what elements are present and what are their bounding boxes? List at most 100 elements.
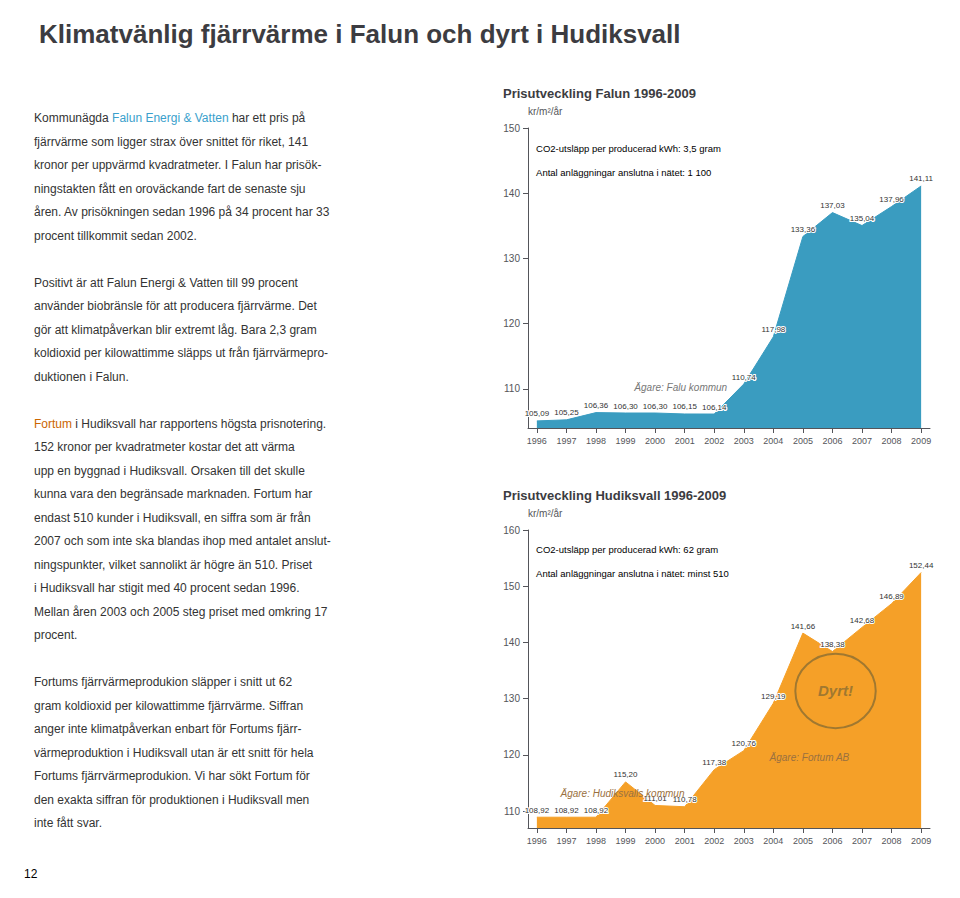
svg-text:142,68: 142,68 bbox=[850, 616, 875, 625]
svg-text:1996: 1996 bbox=[527, 836, 547, 846]
svg-text:2000: 2000 bbox=[645, 436, 665, 446]
svg-text:2007: 2007 bbox=[852, 836, 872, 846]
svg-text:1999: 1999 bbox=[616, 436, 636, 446]
svg-text:1997: 1997 bbox=[556, 836, 576, 846]
svg-text:gram koldioxid per kilowattimm: gram koldioxid per kilowattimme fjärrvär… bbox=[34, 699, 303, 713]
svg-text:106,30: 106,30 bbox=[643, 402, 668, 411]
svg-text:Prisutveckling Falun 1996-2009: Prisutveckling Falun 1996-2009 bbox=[503, 86, 696, 101]
svg-text:130: 130 bbox=[503, 693, 520, 704]
svg-text:2000: 2000 bbox=[645, 836, 665, 846]
svg-text:Fortums fjärrvärmeprodukion sl: Fortums fjärrvärmeprodukion släpper i sn… bbox=[34, 675, 292, 689]
svg-text:105,25: 105,25 bbox=[554, 408, 579, 417]
svg-text:kr/m²/år: kr/m²/år bbox=[528, 106, 563, 117]
svg-text:Positivt är att Falun Energi &: Positivt är att Falun Energi & Vatten ti… bbox=[34, 276, 299, 290]
svg-text:120,76: 120,76 bbox=[732, 739, 757, 748]
svg-text:Antal anläggningar anslutna i: Antal anläggningar anslutna i nätet: min… bbox=[536, 568, 729, 579]
svg-text:129,19: 129,19 bbox=[761, 692, 786, 701]
svg-text:Kommunägda: Kommunägda bbox=[34, 111, 112, 125]
svg-text:137,96: 137,96 bbox=[879, 195, 904, 204]
svg-text:Falun Energi & Vatten: Falun Energi & Vatten bbox=[112, 111, 229, 125]
svg-text:2001: 2001 bbox=[675, 836, 695, 846]
svg-text:Ägare: Falu kommun: Ägare: Falu kommun bbox=[633, 382, 727, 393]
svg-text:2004: 2004 bbox=[763, 836, 783, 846]
svg-text:120: 120 bbox=[503, 318, 520, 329]
svg-text:2002: 2002 bbox=[704, 836, 724, 846]
svg-text:kunna vara den begränsade mark: kunna vara den begränsade marknaden. For… bbox=[34, 487, 312, 501]
svg-text:120: 120 bbox=[503, 749, 520, 760]
svg-text:procent tillkommit sedan 2002.: procent tillkommit sedan 2002. bbox=[34, 229, 197, 243]
svg-text:2008: 2008 bbox=[882, 836, 902, 846]
svg-text:2006: 2006 bbox=[822, 436, 842, 446]
svg-text:2008: 2008 bbox=[882, 436, 902, 446]
svg-text:i Hudiksvall har stigit med 40: i Hudiksvall har stigit med 40 procent s… bbox=[34, 581, 299, 595]
svg-text:ningspunkter, vilket sannolikt: ningspunkter, vilket sannolikt är högre … bbox=[34, 558, 313, 572]
svg-text:gör att klimatpåverkan blir ex: gör att klimatpåverkan blir extremt låg.… bbox=[34, 323, 317, 337]
svg-text:106,36: 106,36 bbox=[584, 401, 609, 410]
svg-text:108,92: 108,92 bbox=[584, 806, 609, 815]
svg-text:Mellan åren 2003 och 2005 steg: Mellan åren 2003 och 2005 steg priset me… bbox=[34, 605, 328, 619]
svg-text:använder biobränsle för att pr: använder biobränsle för att producera fj… bbox=[34, 299, 317, 313]
svg-text:CO2-utsläpp per producerad kWh: CO2-utsläpp per producerad kWh: 3,5 gram bbox=[536, 143, 721, 154]
svg-text:2003: 2003 bbox=[734, 436, 754, 446]
svg-text:värmeproduktion i Hudiksvall u: värmeproduktion i Hudiksvall utan är ett… bbox=[34, 746, 314, 760]
svg-text:130: 130 bbox=[503, 253, 520, 264]
svg-text:duktionen i Falun.: duktionen i Falun. bbox=[34, 370, 129, 384]
svg-text:138,38: 138,38 bbox=[820, 640, 845, 649]
svg-text:146,89: 146,89 bbox=[879, 592, 904, 601]
svg-text:110: 110 bbox=[504, 383, 520, 394]
svg-text:110: 110 bbox=[504, 806, 520, 817]
svg-text:150: 150 bbox=[503, 581, 520, 592]
svg-text:106,30: 106,30 bbox=[613, 402, 638, 411]
svg-text:Fortums fjärrvärmeprodukion. V: Fortums fjärrvärmeprodukion. Vi har sökt… bbox=[34, 769, 310, 783]
svg-text:140: 140 bbox=[503, 188, 520, 199]
svg-text:117,38: 117,38 bbox=[702, 758, 726, 767]
svg-text:CO2-utsläpp per producerad kWh: CO2-utsläpp per producerad kWh: 62 gram bbox=[536, 544, 718, 555]
svg-text:110,74: 110,74 bbox=[732, 373, 756, 382]
svg-text:2003: 2003 bbox=[734, 836, 754, 846]
svg-text:1996: 1996 bbox=[527, 436, 547, 446]
svg-text:endast 510 kunder i Hudiksvall: endast 510 kunder i Hudiksvall, en siffr… bbox=[34, 511, 311, 525]
svg-text:2005: 2005 bbox=[793, 436, 813, 446]
svg-text:inte fått svar.: inte fått svar. bbox=[34, 816, 102, 830]
svg-text:150: 150 bbox=[503, 123, 520, 134]
svg-text:kronor per uppvärmd kvadratmet: kronor per uppvärmd kvadratmeter. I Falu… bbox=[34, 158, 321, 172]
svg-text:140: 140 bbox=[503, 637, 520, 648]
svg-text:2006: 2006 bbox=[822, 836, 842, 846]
svg-text:koldioxid per kilowattimme slä: koldioxid per kilowattimme släpps ut frå… bbox=[34, 346, 328, 360]
svg-text:1997: 1997 bbox=[556, 436, 576, 446]
svg-text:Klimatvänlig fjärrvärme i Falu: Klimatvänlig fjärrvärme i Falun och dyrt… bbox=[39, 19, 681, 49]
svg-text:2002: 2002 bbox=[704, 436, 724, 446]
svg-text:Ägare: Fortum AB: Ägare: Fortum AB bbox=[769, 752, 850, 763]
svg-text:1998: 1998 bbox=[586, 436, 606, 446]
svg-text:1998: 1998 bbox=[586, 836, 606, 846]
svg-text:anger inte klimatpåverkan enba: anger inte klimatpåverkan enbart för For… bbox=[34, 722, 301, 736]
svg-text:2005: 2005 bbox=[793, 836, 813, 846]
svg-text:åren. Av prisökningen sedan 19: åren. Av prisökningen sedan 1996 på 34 p… bbox=[34, 205, 330, 219]
svg-text:2007: 2007 bbox=[852, 436, 872, 446]
svg-text:105,09: 105,09 bbox=[525, 409, 550, 418]
svg-text:135,04: 135,04 bbox=[850, 214, 875, 223]
svg-text:Ägare: Hudiksvalls kommun: Ägare: Hudiksvalls kommun bbox=[560, 788, 685, 799]
svg-text:141,66: 141,66 bbox=[791, 622, 816, 631]
svg-text:137,03: 137,03 bbox=[820, 201, 845, 210]
svg-text:ningstakten fått en oroväckand: ningstakten fått en oroväckande fart de … bbox=[34, 182, 306, 196]
svg-text:Fortum: Fortum bbox=[34, 417, 72, 431]
svg-text:Antal anläggningar anslutna i: Antal anläggningar anslutna i nätet: 1 1… bbox=[536, 167, 711, 178]
svg-text:Dyrt!: Dyrt! bbox=[818, 682, 853, 699]
svg-text:133,36: 133,36 bbox=[791, 225, 816, 234]
svg-text:2009: 2009 bbox=[911, 436, 931, 446]
svg-text:2004: 2004 bbox=[763, 436, 783, 446]
svg-text:fjärrvärme som ligger strax öv: fjärrvärme som ligger strax över snittet… bbox=[34, 135, 308, 149]
svg-text:2001: 2001 bbox=[675, 436, 695, 446]
svg-text:115,20: 115,20 bbox=[614, 770, 638, 779]
svg-text:141,11: 141,11 bbox=[909, 174, 933, 183]
svg-text:upp en byggnad i Hudiksvall. O: upp en byggnad i Hudiksvall. Orsaken til… bbox=[34, 464, 305, 478]
svg-text:108,92: 108,92 bbox=[554, 806, 579, 815]
svg-text:1999: 1999 bbox=[616, 836, 636, 846]
svg-text:106,15: 106,15 bbox=[672, 402, 697, 411]
svg-text:12: 12 bbox=[24, 867, 38, 881]
svg-text:160: 160 bbox=[503, 525, 520, 536]
svg-text:108,92: 108,92 bbox=[525, 806, 550, 815]
svg-text:2007 och som inte ska blandas: 2007 och som inte ska blandas ihop med a… bbox=[34, 534, 331, 548]
svg-text:152 kronor per kvadratmeter ko: 152 kronor per kvadratmeter kostar det a… bbox=[34, 440, 295, 454]
